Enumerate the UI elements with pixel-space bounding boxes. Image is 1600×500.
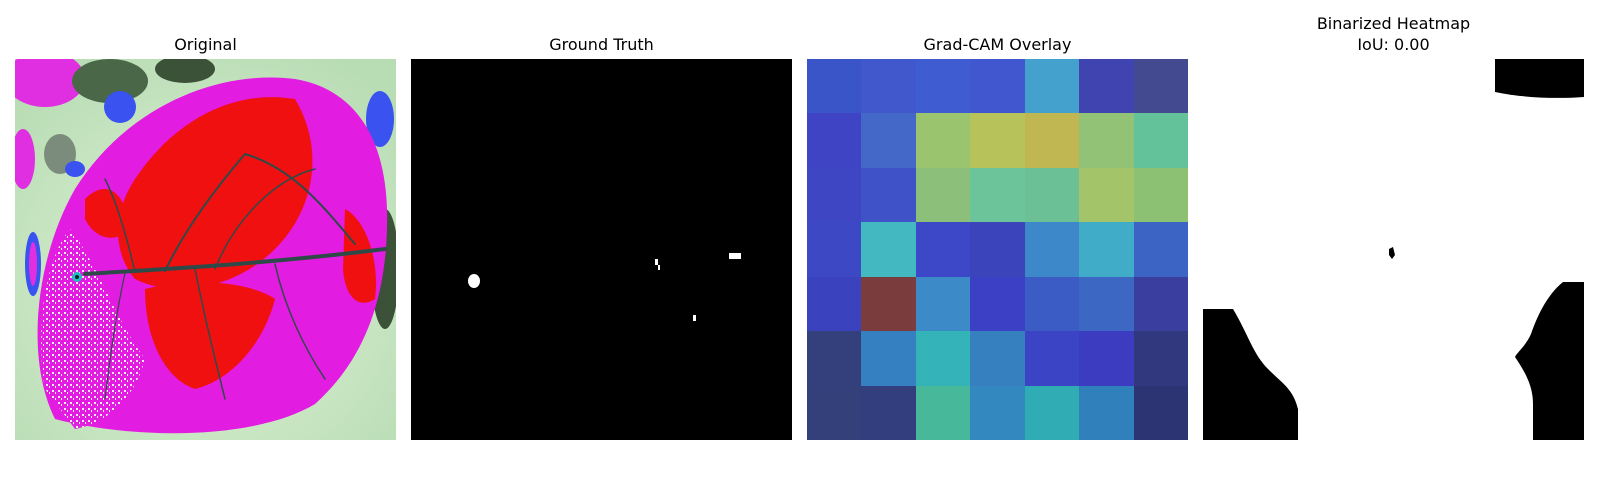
mask-region — [1515, 282, 1584, 440]
heatmap-cell — [807, 59, 861, 113]
heatmap-cell — [861, 331, 916, 386]
heatmap-cell — [807, 277, 861, 331]
heatmap-cell — [1079, 331, 1134, 386]
heatmap-cell — [970, 386, 1025, 440]
heatmap-cell — [1079, 222, 1134, 277]
heatmap-cell — [916, 386, 970, 440]
heatmap-cell — [970, 331, 1025, 386]
heatmap-cell — [861, 168, 916, 222]
heatmap-cell — [807, 386, 861, 440]
binarized-heatmap-title: Binarized Heatmap — [1316, 14, 1471, 33]
heatmap-cell — [1134, 222, 1188, 277]
lesion-spot — [468, 274, 480, 288]
heatmap-cell — [1134, 113, 1188, 168]
lesion-spot — [693, 315, 696, 321]
heatmap-cell — [1025, 59, 1079, 113]
binarized-heatmap — [1203, 59, 1584, 440]
lesion-spot — [655, 259, 658, 265]
heatmap-cell — [970, 222, 1025, 277]
gradcam-heatmap — [807, 59, 1188, 440]
heatmap-cell — [807, 168, 861, 222]
heatmap-cell — [1134, 168, 1188, 222]
heatmap-cell — [1079, 113, 1134, 168]
heatmap-cell — [1079, 277, 1134, 331]
gradcam-overlay — [807, 59, 1188, 440]
heatmap-cell — [807, 222, 861, 277]
heatmap-cell — [916, 168, 970, 222]
heatmap-cell — [861, 277, 916, 331]
heatmap-cell — [1079, 59, 1134, 113]
binarized-heatmap-image — [1203, 59, 1584, 440]
heatmap-cell — [1025, 277, 1079, 331]
heatmap-cell — [970, 277, 1025, 331]
heatmap-cell — [861, 386, 916, 440]
original-image — [15, 59, 396, 440]
gradcam-overlay-title: Grad-CAM Overlay — [923, 35, 1072, 54]
ground-truth-title: Ground Truth — [549, 35, 654, 54]
heatmap-cell — [1025, 113, 1079, 168]
heatmap-cell — [916, 331, 970, 386]
iou-score-label: IoU: 0.00 — [1357, 35, 1430, 54]
heatmap-cell — [807, 331, 861, 386]
mask-region — [1495, 59, 1584, 98]
heatmap-cell — [1134, 277, 1188, 331]
heatmap-cell — [1079, 168, 1134, 222]
heatmap-cell — [916, 113, 970, 168]
heatmap-cell — [1025, 386, 1079, 440]
heatmap-cell — [916, 59, 970, 113]
heatmap-cell — [970, 113, 1025, 168]
heatmap-cell — [916, 277, 970, 331]
heatmap-cell — [970, 168, 1025, 222]
heatmap-cell — [861, 59, 916, 113]
heatmap-cell — [1079, 386, 1134, 440]
lesion-spot — [658, 265, 660, 270]
heatmap-cell — [970, 59, 1025, 113]
heatmap-cell — [916, 222, 970, 277]
ground-truth-mask — [411, 59, 792, 440]
original-leaf-image — [15, 59, 396, 440]
original-title: Original — [174, 35, 237, 54]
mask-region — [1389, 247, 1395, 259]
heatmap-cell — [1025, 331, 1079, 386]
heatmap-cell — [1134, 386, 1188, 440]
heatmap-cell — [1025, 222, 1079, 277]
lesion-spot — [729, 253, 741, 259]
heatmap-cell — [1025, 168, 1079, 222]
heatmap-cell — [1134, 331, 1188, 386]
heatmap-cell — [1134, 59, 1188, 113]
heatmap-cell — [861, 222, 916, 277]
mask-region — [1203, 309, 1298, 440]
ground-truth-image — [411, 59, 792, 440]
heatmap-cell — [807, 113, 861, 168]
heatmap-cell — [861, 113, 916, 168]
